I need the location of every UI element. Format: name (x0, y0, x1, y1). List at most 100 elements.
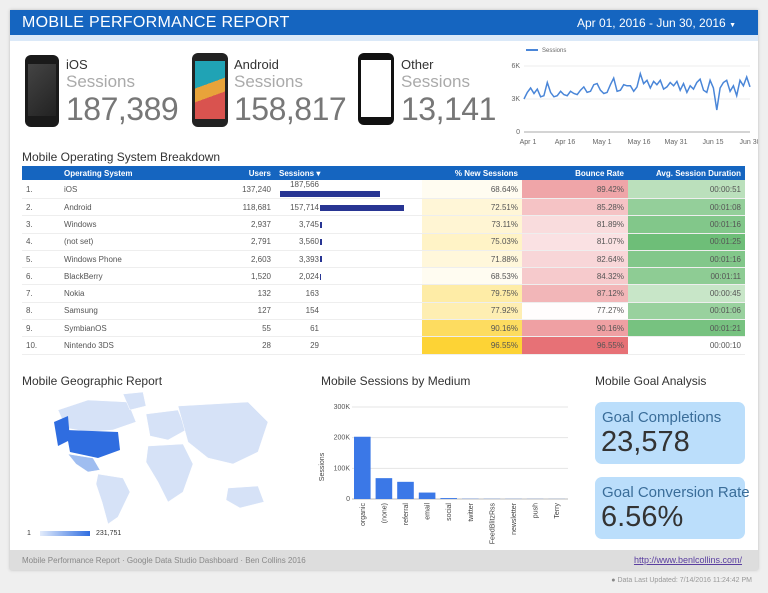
cell-text: 96.55% (490, 341, 518, 351)
cell-text: 4. (26, 237, 33, 247)
kpi-value: 187,389 (66, 91, 179, 127)
col-sessions[interactable]: Sessions ▾ (275, 166, 422, 180)
cell-rank: 3. (22, 215, 60, 234)
cell-text: 00:01:11 (710, 271, 741, 281)
cell-avg-duration: 00:00:45 (628, 284, 745, 303)
col-users[interactable]: Users (190, 166, 275, 180)
col-new-sessions[interactable]: % New Sessions (422, 166, 522, 180)
cell-rank: 1. (22, 180, 60, 199)
cell-users: 118,681 (190, 198, 275, 217)
table-row[interactable]: 9. SymbianOS 55 61 90.16% 90.16% 00:01:21 (22, 319, 745, 338)
cell-text: 3,745 (298, 219, 319, 229)
map-legend-gradient (40, 531, 90, 536)
cell-text: 3,560 (298, 237, 319, 247)
cell-text: 75.03% (490, 237, 518, 247)
x-tick-label: May 1 (592, 139, 611, 146)
cell-bounce-rate: 90.16% (522, 319, 628, 338)
map-europe (145, 409, 187, 441)
cell-users: 137,240 (190, 180, 275, 199)
map-usa (66, 430, 120, 458)
cell-text: 6. (26, 271, 33, 281)
cell-os-name: Android (60, 198, 190, 217)
kpi-label: Sessions (234, 72, 303, 91)
x-tick-label: organic (360, 503, 367, 526)
cell-text: 2,024 (298, 271, 319, 281)
bar-(none) (375, 478, 393, 499)
cell-text: 00:01:06 (709, 306, 741, 316)
table-row[interactable]: 8. Samsung 127 154 77.92% 77.27% 00:01:06 (22, 302, 745, 321)
table-row[interactable]: 4. (not set) 2,791 3,560 75.03% 81.07% 00:01:2… (22, 233, 745, 251)
cell-text: 82.64% (596, 254, 624, 264)
cell-text: 00:00:51 (709, 184, 741, 194)
map-asia (177, 401, 269, 465)
cell-sessions: 187,566 (275, 180, 422, 199)
cell-text: 5. (26, 254, 33, 264)
cell-rank: 8. (22, 302, 60, 321)
bar-social (440, 498, 457, 499)
cell-text: 72.51% (490, 202, 518, 212)
cell-rank: 7. (22, 284, 60, 303)
table-row[interactable]: 2. Android 118,681 157,714 72.51% 85.28% 00:01… (22, 198, 745, 217)
y-tick-label: 200K (334, 435, 351, 442)
cell-sessions: 61 (275, 319, 422, 338)
kpi-name: Android (234, 57, 279, 72)
cell-avg-duration: 00:01:11 (628, 267, 745, 286)
table-row[interactable]: 10. Nintendo 3DS 28 29 96.55% 96.55% 00:00:10 (22, 336, 745, 355)
col-bounce-rate[interactable]: Bounce Rate (522, 166, 628, 180)
cell-text: 10. (26, 341, 38, 351)
map-canada (57, 399, 137, 433)
cell-rank: 5. (22, 250, 60, 269)
sessions-bar (320, 204, 405, 211)
cell-os-name: (not set) (60, 233, 190, 251)
table-row[interactable]: 5. Windows Phone 2,603 3,393 71.88% 82.64% 00:… (22, 250, 745, 269)
kpi-value: 13,141 (401, 91, 496, 127)
cell-sessions: 3,393 (275, 250, 422, 269)
kpi-ios: iOS Sessions 187,389 (66, 58, 179, 128)
goal-completions-value: 23,578 (601, 426, 690, 458)
date-range-picker[interactable]: Apr 01, 2016 - Jun 30, 2016 ▼ (577, 16, 736, 30)
table-row[interactable]: 7. Nokia 132 163 79.75% 87.12% 00:00:45 (22, 284, 745, 303)
cell-text: 77.92% (490, 306, 518, 316)
table-row[interactable]: 3. Windows 2,937 3,745 73.11% 81.89% 00:01:16 (22, 215, 745, 234)
cell-text: 87.12% (596, 289, 624, 299)
cell-text: 84.32% (596, 271, 624, 281)
legend-label: Sessions (542, 48, 566, 54)
cell-text: 81.07% (596, 237, 624, 247)
map-mexico (67, 453, 101, 473)
col-os[interactable]: Operating System (60, 166, 190, 180)
cell-os-name: Samsung (60, 302, 190, 321)
footer-link[interactable]: http://www.benlcollins.com/ (633, 555, 742, 565)
cell-text: Windows (64, 219, 97, 229)
cell-text: SymbianOS (64, 323, 107, 333)
cell-text: 154 (305, 306, 319, 316)
cell-avg-duration: 00:00:10 (628, 336, 745, 355)
dropdown-caret-icon: ▼ (729, 22, 736, 29)
cell-users: 2,603 (190, 250, 275, 269)
cell-bounce-rate: 77.27% (522, 302, 628, 321)
cell-text: iOS (64, 184, 78, 194)
cell-avg-duration: 00:00:51 (628, 180, 745, 199)
sessions-bar (320, 221, 322, 228)
world-map[interactable] (18, 392, 278, 527)
cell-text: 73.11% (491, 219, 518, 229)
cell-text: (not set) (64, 237, 94, 247)
cell-text: 96.55% (596, 341, 624, 351)
cell-bounce-rate: 84.32% (522, 267, 628, 286)
cell-new-sessions: 72.51% (422, 198, 522, 217)
x-tick-label: May 31 (665, 139, 688, 146)
cell-new-sessions: 90.16% (422, 319, 522, 338)
goal-rate-value: 6.56% (601, 501, 684, 533)
col-avg-duration[interactable]: Avg. Session Duration (628, 166, 745, 180)
map-alaska (54, 416, 70, 446)
x-tick-label: (none) (381, 503, 388, 523)
cell-os-name: SymbianOS (60, 319, 190, 338)
iphone-icon (25, 55, 59, 127)
table-row[interactable]: 6. BlackBerry 1,520 2,024 68.53% 84.32% 00:01:… (22, 267, 745, 286)
x-tick-label: newsletter (511, 502, 518, 535)
footer: Mobile Performance Report · Google Data … (10, 550, 758, 570)
cell-avg-duration: 00:01:21 (628, 319, 745, 338)
medium-chart-title: Mobile Sessions by Medium (321, 374, 471, 388)
table-row[interactable]: 1. iOS 137,240 187,566 68.64% 89.42% 00:00:51 (22, 180, 745, 199)
cell-avg-duration: 00:01:08 (628, 198, 745, 217)
cell-new-sessions: 75.03% (422, 233, 522, 251)
